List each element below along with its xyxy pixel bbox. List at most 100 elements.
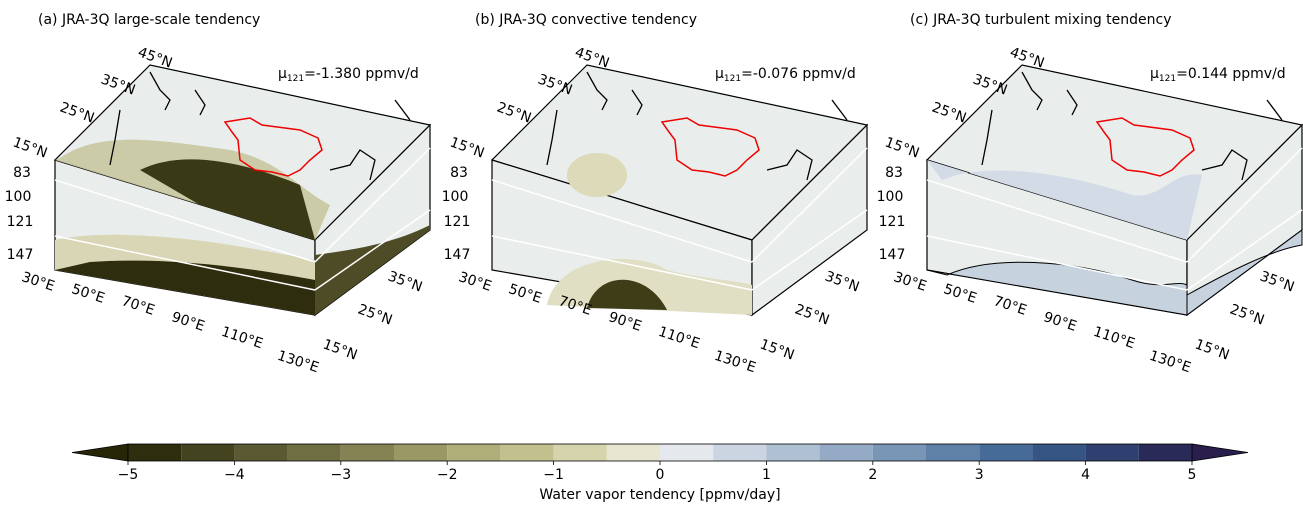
colorbar-tick-label: 2 <box>868 467 877 483</box>
colorbar-bin <box>979 444 1032 461</box>
level-label: 121 <box>879 214 906 230</box>
level-label: 147 <box>444 247 471 263</box>
colorbar-bin <box>713 444 766 461</box>
colorbar-tick-label: 3 <box>975 467 984 483</box>
lat-label: 15°N <box>11 134 50 161</box>
lat-label: 15°N <box>883 134 922 161</box>
lat-label: 15°N <box>758 336 797 363</box>
level-label: 121 <box>444 214 471 230</box>
lon-label: 50°E <box>942 281 979 307</box>
colorbar-bin <box>660 444 713 461</box>
mean-label: μ121=0.144 ppmv/d <box>1150 66 1286 84</box>
panel: (b) JRA-3Q convective tendencyμ121=-0.07… <box>442 12 867 376</box>
field-top <box>567 153 627 197</box>
colorbar-bin <box>288 444 341 461</box>
colorbar-tick-label: −1 <box>543 467 564 483</box>
mean-label-symbol: μ <box>278 66 287 82</box>
lon-label: 90°E <box>607 309 644 335</box>
colorbar-tick-label: 5 <box>1188 467 1197 483</box>
panel-title: (c) JRA-3Q turbulent mixing tendency <box>910 12 1172 28</box>
lat-label: 25°N <box>495 99 534 126</box>
lon-label: 30°E <box>892 269 929 295</box>
lon-label: 130°E <box>1147 348 1192 376</box>
colorbar-tick-label: 1 <box>762 467 771 483</box>
colorbar-bin <box>766 444 819 461</box>
level-label: 147 <box>7 247 34 263</box>
level-label: 100 <box>877 189 904 205</box>
colorbar-bin <box>820 444 873 461</box>
colorbar-tick-label: −3 <box>330 467 351 483</box>
level-label: 121 <box>7 214 34 230</box>
colorbar-tick-label: −5 <box>118 467 139 483</box>
lon-label: 50°E <box>507 281 544 307</box>
lat-label: 25°N <box>1228 301 1267 328</box>
panel: (c) JRA-3Q turbulent mixing tendencyμ121… <box>877 12 1302 376</box>
mean-label-symbol: μ <box>715 66 724 82</box>
level-label: 83 <box>885 165 903 181</box>
lat-label: 25°N <box>356 301 395 328</box>
level-label: 100 <box>442 189 469 205</box>
colorbar-bin <box>234 444 287 461</box>
panel-title: (a) JRA-3Q large-scale tendency <box>38 12 260 28</box>
mean-label: μ121=-1.380 ppmv/d <box>278 66 419 84</box>
colorbar-tick-label: −4 <box>224 467 245 483</box>
colorbar-tick-label: 0 <box>656 467 665 483</box>
colorbar-bin <box>341 444 394 461</box>
lon-label: 110°E <box>656 324 701 352</box>
panel-title: (b) JRA-3Q convective tendency <box>475 12 697 28</box>
lon-label: 90°E <box>170 309 207 335</box>
lat-label: 25°N <box>58 99 97 126</box>
level-label: 100 <box>5 189 32 205</box>
lat-label: 15°N <box>448 134 487 161</box>
lon-label: 70°E <box>120 293 157 319</box>
lat-label: 35°N <box>536 71 575 98</box>
colorbar-extend-high <box>1192 444 1248 461</box>
lat-label: 35°N <box>386 268 425 295</box>
lon-label: 110°E <box>1091 324 1136 352</box>
colorbar-bin <box>128 444 181 461</box>
colorbar-extend-low <box>72 444 128 461</box>
colorbar-bin <box>554 444 607 461</box>
lon-label: 30°E <box>20 269 57 295</box>
mean-label-subscript: 121 <box>287 74 304 84</box>
panel: (a) JRA-3Q large-scale tendencyμ121=-1.3… <box>5 12 430 376</box>
lon-label: 30°E <box>457 269 494 295</box>
lon-label: 90°E <box>1042 309 1079 335</box>
mean-label: μ121=-0.076 ppmv/d <box>715 66 856 84</box>
mean-label-symbol: μ <box>1150 66 1159 82</box>
mean-label-text: =-1.380 ppmv/d <box>304 66 419 82</box>
mean-label-text: =-0.076 ppmv/d <box>741 66 856 82</box>
colorbar-bin <box>607 444 660 461</box>
lat-label: 35°N <box>971 71 1010 98</box>
colorbar-bin <box>447 444 500 461</box>
colorbar-label: Water vapor tendency [ppmv/day] <box>539 487 780 503</box>
lat-label: 25°N <box>930 99 969 126</box>
colorbar-tick-label: 4 <box>1081 467 1090 483</box>
mean-label-subscript: 121 <box>724 74 741 84</box>
lat-label: 25°N <box>793 301 832 328</box>
colorbar-bin <box>181 444 234 461</box>
lon-label: 130°E <box>275 348 320 376</box>
colorbar-bin <box>873 444 926 461</box>
colorbar-bin <box>394 444 447 461</box>
lat-label: 35°N <box>823 268 862 295</box>
lon-label: 70°E <box>992 293 1029 319</box>
colorbar-bin <box>1032 444 1085 461</box>
lat-label: 15°N <box>1193 336 1232 363</box>
colorbar-bin <box>926 444 979 461</box>
colorbar-bin <box>500 444 553 461</box>
lat-label: 35°N <box>99 71 138 98</box>
lon-label: 130°E <box>712 348 757 376</box>
lon-label: 50°E <box>70 281 107 307</box>
colorbar-tick-label: −2 <box>437 467 458 483</box>
colorbar-bin <box>1086 444 1139 461</box>
level-label: 83 <box>450 165 468 181</box>
figure: (a) JRA-3Q large-scale tendencyμ121=-1.3… <box>0 0 1303 508</box>
level-label: 147 <box>879 247 906 263</box>
lat-label: 15°N <box>321 336 360 363</box>
lon-label: 110°E <box>219 324 264 352</box>
mean-label-subscript: 121 <box>1159 74 1176 84</box>
mean-label-text: =0.144 ppmv/d <box>1176 66 1286 82</box>
colorbar-bin <box>1139 444 1192 461</box>
lat-label: 35°N <box>1258 268 1297 295</box>
